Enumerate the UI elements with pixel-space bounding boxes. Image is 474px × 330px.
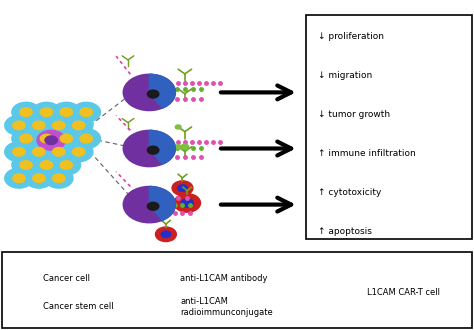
Circle shape bbox=[45, 136, 57, 145]
Circle shape bbox=[25, 142, 53, 162]
Circle shape bbox=[33, 174, 45, 182]
Wedge shape bbox=[149, 130, 175, 164]
Wedge shape bbox=[149, 74, 175, 108]
Text: Cancer cell: Cancer cell bbox=[43, 274, 90, 283]
Circle shape bbox=[52, 155, 81, 175]
Circle shape bbox=[53, 174, 65, 182]
Circle shape bbox=[64, 142, 93, 162]
Circle shape bbox=[174, 194, 201, 212]
Circle shape bbox=[153, 292, 160, 297]
Circle shape bbox=[14, 299, 38, 315]
Circle shape bbox=[20, 108, 32, 116]
Circle shape bbox=[147, 146, 159, 154]
Circle shape bbox=[73, 121, 85, 130]
Text: ↓ proliferation: ↓ proliferation bbox=[318, 32, 383, 41]
Circle shape bbox=[13, 174, 25, 182]
Circle shape bbox=[13, 148, 25, 156]
Circle shape bbox=[147, 202, 159, 210]
Circle shape bbox=[12, 155, 40, 175]
Text: Cancer stem cell: Cancer stem cell bbox=[43, 302, 113, 312]
Circle shape bbox=[37, 130, 65, 150]
Circle shape bbox=[52, 129, 81, 149]
Circle shape bbox=[60, 161, 73, 169]
Circle shape bbox=[178, 185, 187, 191]
Circle shape bbox=[175, 125, 181, 129]
Text: ↑ immune infiltration: ↑ immune infiltration bbox=[318, 148, 415, 158]
Circle shape bbox=[60, 108, 73, 116]
Circle shape bbox=[123, 186, 175, 223]
Circle shape bbox=[20, 161, 32, 169]
Circle shape bbox=[21, 303, 31, 311]
Circle shape bbox=[64, 115, 93, 135]
Circle shape bbox=[53, 148, 65, 156]
Circle shape bbox=[32, 102, 61, 122]
Circle shape bbox=[175, 145, 181, 149]
Circle shape bbox=[45, 115, 73, 135]
Circle shape bbox=[172, 181, 193, 195]
Circle shape bbox=[25, 168, 53, 188]
Circle shape bbox=[181, 199, 193, 207]
Circle shape bbox=[21, 275, 31, 282]
Circle shape bbox=[72, 102, 100, 122]
Circle shape bbox=[123, 130, 175, 167]
FancyBboxPatch shape bbox=[306, 15, 472, 239]
Circle shape bbox=[33, 148, 45, 156]
Circle shape bbox=[12, 102, 40, 122]
Circle shape bbox=[40, 161, 53, 169]
Circle shape bbox=[52, 102, 81, 122]
Circle shape bbox=[25, 115, 53, 135]
Text: ↓ migration: ↓ migration bbox=[318, 71, 372, 80]
Circle shape bbox=[5, 142, 33, 162]
Circle shape bbox=[332, 282, 360, 302]
Circle shape bbox=[73, 148, 85, 156]
Circle shape bbox=[20, 134, 32, 143]
Circle shape bbox=[14, 271, 38, 287]
Text: L1CAM CAR-T cell: L1CAM CAR-T cell bbox=[367, 287, 440, 297]
Text: anti-L1CAM
radioimmunconjugate: anti-L1CAM radioimmunconjugate bbox=[180, 297, 273, 317]
Circle shape bbox=[80, 108, 92, 116]
Circle shape bbox=[53, 121, 65, 130]
Circle shape bbox=[45, 142, 73, 162]
Circle shape bbox=[123, 74, 175, 111]
Circle shape bbox=[45, 168, 73, 188]
Wedge shape bbox=[149, 186, 175, 220]
Circle shape bbox=[33, 121, 45, 130]
Circle shape bbox=[147, 90, 159, 98]
FancyBboxPatch shape bbox=[2, 252, 472, 328]
Circle shape bbox=[60, 134, 73, 143]
Circle shape bbox=[181, 144, 189, 149]
Circle shape bbox=[72, 129, 100, 149]
Circle shape bbox=[13, 121, 25, 130]
Circle shape bbox=[32, 129, 61, 149]
Circle shape bbox=[339, 287, 352, 296]
Circle shape bbox=[5, 168, 33, 188]
Text: ↑ cytotoxicity: ↑ cytotoxicity bbox=[318, 187, 381, 197]
Circle shape bbox=[32, 155, 61, 175]
Circle shape bbox=[80, 134, 92, 143]
Circle shape bbox=[155, 227, 176, 242]
Circle shape bbox=[40, 108, 53, 116]
Text: ↓ tumor growth: ↓ tumor growth bbox=[318, 110, 390, 119]
Circle shape bbox=[5, 115, 33, 135]
Circle shape bbox=[12, 129, 40, 149]
Text: anti-L1CAM antibody: anti-L1CAM antibody bbox=[180, 274, 268, 283]
Text: ↑ apoptosis: ↑ apoptosis bbox=[318, 226, 372, 236]
Circle shape bbox=[40, 134, 53, 143]
Circle shape bbox=[161, 231, 171, 238]
